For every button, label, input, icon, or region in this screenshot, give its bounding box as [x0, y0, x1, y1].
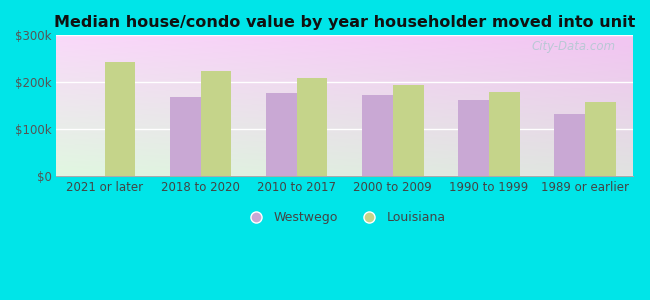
Bar [585, 102, 616, 176]
Title: Median house/condo value by year householder moved into unit: Median house/condo value by year househo… [54, 15, 636, 30]
Bar [393, 85, 424, 176]
Bar [362, 95, 393, 176]
Bar [296, 78, 328, 176]
Bar [105, 62, 135, 176]
Text: City-Data.com: City-Data.com [532, 40, 616, 52]
Bar [266, 93, 296, 176]
Legend: Westwego, Louisiana: Westwego, Louisiana [239, 206, 451, 229]
Bar [170, 97, 201, 176]
Bar [458, 100, 489, 176]
Bar [201, 70, 231, 176]
Bar [489, 92, 519, 176]
Bar [554, 114, 585, 176]
